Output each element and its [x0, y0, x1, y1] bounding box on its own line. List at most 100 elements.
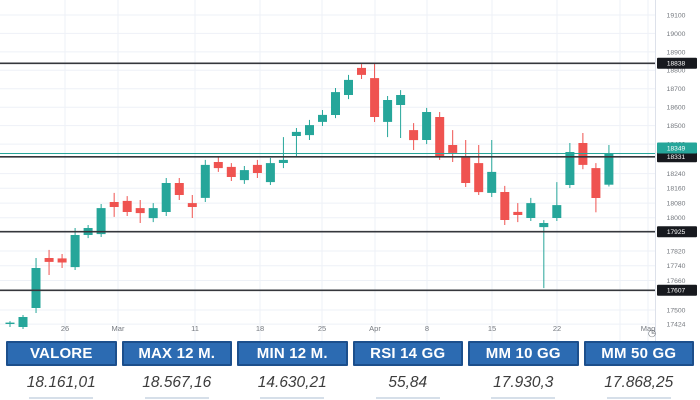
candle: [305, 119, 314, 140]
candle: [44, 249, 54, 275]
svg-text:17607: 17607: [667, 288, 686, 295]
table-value-cell: 55,84: [353, 366, 464, 400]
time-axis[interactable]: 26 Mar 11 18 25 Apr 8 15 22 Mag: [61, 324, 655, 333]
candle: [565, 143, 575, 188]
candle: [578, 133, 588, 170]
svg-text:Apr: Apr: [369, 324, 381, 333]
candle: [213, 157, 223, 172]
candle: [122, 196, 132, 216]
price-axis[interactable]: 1910019000189001880018700186001850018400…: [667, 12, 686, 328]
candle: [539, 220, 549, 289]
svg-text:18349: 18349: [667, 146, 686, 153]
svg-text:17500: 17500: [667, 307, 686, 314]
clock-icon[interactable]: ◷: [648, 328, 657, 339]
svg-text:8: 8: [425, 324, 429, 333]
candle: [370, 62, 380, 122]
table-value-cell: 17.868,25: [584, 366, 695, 400]
candle: [461, 140, 471, 187]
candle: [5, 321, 15, 327]
svg-text:18: 18: [256, 324, 264, 333]
candle: [148, 203, 158, 223]
value-underline: [144, 397, 209, 399]
svg-text:25: 25: [318, 324, 326, 333]
value-underline: [606, 397, 671, 399]
candle: [552, 182, 562, 221]
svg-text:18700: 18700: [667, 86, 686, 93]
candle: [344, 74, 353, 100]
candle: [135, 200, 145, 223]
svg-text:Mar: Mar: [112, 324, 125, 333]
svg-text:18800: 18800: [667, 68, 686, 75]
svg-text:18838: 18838: [667, 61, 686, 68]
candle: [18, 315, 28, 329]
svg-text:18500: 18500: [667, 123, 686, 130]
candle: [57, 254, 67, 268]
candle: [31, 258, 41, 313]
svg-text:15: 15: [488, 324, 496, 333]
candle: [318, 110, 327, 126]
candles: [5, 62, 614, 329]
svg-text:17660: 17660: [667, 278, 686, 285]
svg-text:18331: 18331: [667, 154, 686, 161]
svg-text:17925: 17925: [667, 229, 686, 236]
table-header-cell: VALORE: [6, 341, 117, 366]
svg-text:18080: 18080: [667, 201, 686, 208]
table-column: VALORE 18.161,01: [6, 341, 117, 400]
candle: [331, 88, 340, 119]
svg-text:19000: 19000: [667, 31, 686, 38]
candle: [500, 185, 510, 225]
value-underline: [491, 397, 556, 399]
table-header-cell: MIN 12 M.: [237, 341, 348, 366]
table-value-cell: 14.630,21: [237, 366, 348, 400]
svg-text:18900: 18900: [667, 49, 686, 56]
candle: [265, 157, 275, 185]
candle: [604, 145, 614, 187]
candle: [422, 107, 432, 145]
table-column: MM 10 GG 17.930,3: [468, 341, 579, 400]
table-column: MIN 12 M. 14.630,21: [237, 341, 348, 400]
value-underline: [375, 397, 440, 399]
candle: [70, 228, 80, 270]
candle: [200, 159, 210, 202]
quote-table: VALORE 18.161,01 MAX 12 M. 18.567,16 MIN 12 …: [0, 341, 700, 400]
svg-text:22: 22: [553, 324, 561, 333]
table-value-cell: 18.161,01: [6, 366, 117, 400]
svg-text:19100: 19100: [667, 12, 686, 19]
svg-text:Mag: Mag: [641, 324, 656, 333]
candle: [487, 140, 497, 197]
svg-text:26: 26: [61, 324, 69, 333]
table-header-cell: MM 10 GG: [468, 341, 579, 366]
candle: [474, 145, 484, 195]
candlestick-chart[interactable]: 1910019000189001880018700186001850018400…: [0, 0, 700, 341]
candle: [526, 197, 536, 221]
candle: [396, 90, 406, 138]
level-lines[interactable]: [0, 62, 655, 292]
table-value-cell: 18.567,16: [122, 366, 233, 400]
table-value-cell: 17.930,3: [468, 366, 579, 400]
candle: [174, 178, 184, 200]
value-underline: [260, 397, 325, 399]
candle: [109, 192, 119, 217]
svg-text:17424: 17424: [667, 322, 686, 329]
svg-text:18160: 18160: [667, 186, 686, 193]
candle: [187, 195, 197, 218]
table-column: MM 50 GG 17.868,25: [583, 341, 695, 400]
svg-text:17740: 17740: [667, 263, 686, 270]
candle: [435, 112, 445, 160]
svg-text:18600: 18600: [667, 105, 686, 112]
table-column: RSI 14 GG 55,84: [352, 341, 464, 400]
last-price-badge: 18349: [657, 142, 697, 154]
candle: [239, 166, 249, 184]
candle: [161, 178, 171, 216]
table-header-cell: MM 50 GG: [583, 341, 694, 366]
candle: [278, 137, 288, 169]
candle: [226, 163, 236, 181]
candle: [591, 163, 601, 213]
candle: [383, 96, 393, 138]
table-header-cell: RSI 14 GG: [352, 341, 463, 366]
candle: [252, 159, 262, 178]
candle: [291, 128, 301, 157]
candle: [513, 203, 523, 223]
candle: [357, 64, 366, 79]
svg-text:11: 11: [191, 324, 199, 333]
